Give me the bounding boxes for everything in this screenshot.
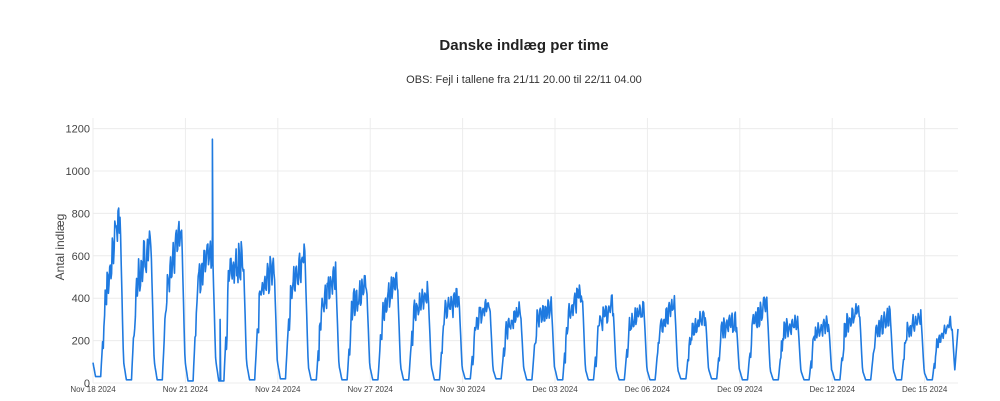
grid-lines — [92, 118, 958, 384]
series-group — [92, 138, 959, 382]
y-tick-label: 800 — [72, 208, 90, 220]
x-tick-label: Nov 24 2024 — [255, 385, 301, 394]
x-tick-label: Dec 03 2024 — [532, 385, 578, 394]
x-axis-ticks: Nov 18 2024 Nov 21 2024 Nov 24 2024 Nov 27 … — [70, 385, 948, 394]
x-tick-label: Dec 06 2024 — [625, 385, 671, 394]
series-line — [92, 138, 959, 382]
x-tick-label: Nov 27 2024 — [348, 385, 394, 394]
y-tick-label: 400 — [72, 293, 90, 305]
y-axis-label: Antal indlæg — [53, 214, 67, 281]
chart-title: Danske indlæg per time — [439, 37, 609, 54]
y-axis-ticks: 0 200 400 600 800 1000 1200 — [66, 124, 90, 390]
y-tick-label: 200 — [72, 336, 90, 348]
x-tick-label: Dec 09 2024 — [717, 385, 763, 394]
chart-subtitle: OBS: Fejl i tallene fra 21/11 20.00 til … — [406, 74, 642, 86]
x-tick-label: Nov 21 2024 — [163, 385, 209, 394]
y-tick-label: 0 — [84, 378, 90, 390]
y-tick-label: 1200 — [66, 124, 90, 136]
y-tick-label: 1000 — [66, 166, 90, 178]
y-tick-label: 600 — [72, 251, 90, 263]
x-tick-label: Nov 30 2024 — [440, 385, 486, 394]
x-tick-label: Nov 18 2024 — [70, 385, 116, 394]
x-tick-label: Dec 15 2024 — [902, 385, 948, 394]
x-tick-label: Dec 12 2024 — [810, 385, 856, 394]
